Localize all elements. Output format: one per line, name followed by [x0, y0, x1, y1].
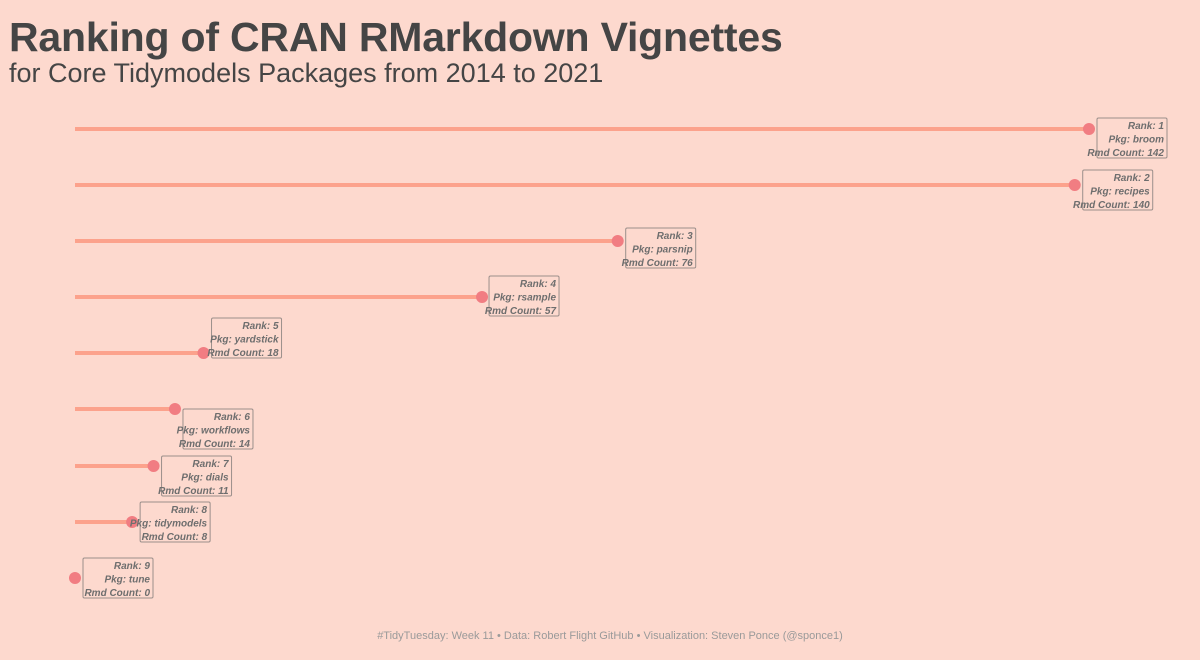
- lollipop-point: [611, 235, 624, 247]
- lollipop-point: [126, 516, 139, 528]
- lollipop-point: [168, 403, 181, 415]
- data-label-pkg: Pkg: recipes: [1090, 187, 1150, 198]
- data-label-pkg: Pkg: broom: [1108, 135, 1164, 146]
- data-label-count: Rmd Count: 14: [179, 439, 251, 450]
- data-label-box: [139, 501, 211, 543]
- data-label-box: [488, 275, 560, 317]
- data-label-box: [161, 455, 233, 497]
- data-label-count: Rmd Count: 142: [1087, 148, 1164, 159]
- data-label-box: [211, 317, 283, 359]
- chart-subtitle: for Core Tidymodels Packages from 2014 t…: [9, 58, 604, 88]
- data-label-count: Rmd Count: 0: [84, 588, 150, 599]
- data-label-pkg: Pkg: workflows: [177, 426, 251, 437]
- data-label-rank: Rank: 2: [1114, 173, 1151, 184]
- data-label-rank: Rank: 9: [114, 561, 151, 572]
- lollipop-point: [147, 460, 160, 472]
- lollipop-point: [1068, 179, 1081, 191]
- data-label-rank: Rank: 5: [242, 321, 279, 332]
- data-label: Rank: 3 Pkg: parsnip Rmd Count: 76: [622, 227, 697, 269]
- data-label-count: Rmd Count: 76: [622, 258, 694, 269]
- data-label: Rank: 9 Pkg: tune Rmd Count: 0: [82, 557, 154, 599]
- chart-caption: #TidyTuesday: Week 11 • Data: Robert Fli…: [377, 630, 843, 642]
- data-label-rank: Rank: 6: [214, 412, 251, 423]
- lollipop-chart: Rank: 1 Pkg: broom Rmd Count: 142 Rank: 2 Pk…: [69, 117, 1168, 599]
- data-label: Rank: 7 Pkg: dials Rmd Count: 11: [158, 455, 233, 497]
- data-label: Rank: 6 Pkg: workflows Rmd Count: 14: [177, 408, 254, 450]
- lollipop-point: [476, 291, 489, 303]
- data-label-pkg: Pkg: dials: [181, 473, 229, 484]
- data-label-rank: Rank: 1: [1128, 121, 1165, 132]
- data-label-box: [1096, 117, 1168, 159]
- data-label-pkg: Pkg: rsample: [493, 293, 556, 304]
- data-label: Rank: 2 Pkg: recipes Rmd Count: 140: [1073, 169, 1154, 211]
- data-label: Rank: 4 Pkg: rsample Rmd Count: 57: [485, 275, 560, 317]
- data-label-box: [1082, 169, 1154, 211]
- data-label: Rank: 8 Pkg: tidymodels Rmd Count: 8: [130, 501, 211, 543]
- data-label-count: Rmd Count: 57: [485, 306, 557, 317]
- lollipop-point: [1083, 123, 1095, 135]
- data-label-count: Rmd Count: 8: [142, 532, 208, 543]
- data-label: Rank: 5 Pkg: yardstick Rmd Count: 18: [207, 317, 283, 359]
- data-label-rank: Rank: 4: [520, 279, 557, 290]
- data-label-pkg: Pkg: tune: [104, 575, 150, 586]
- data-label-rank: Rank: 8: [171, 505, 208, 516]
- data-label-count: Rmd Count: 18: [207, 348, 279, 359]
- data-label-pkg: Pkg: tidymodels: [130, 519, 208, 530]
- data-label-box: [82, 557, 154, 599]
- data-label: Rank: 1 Pkg: broom Rmd Count: 142: [1087, 117, 1168, 159]
- data-label-count: Rmd Count: 11: [158, 486, 229, 497]
- data-label-rank: Rank: 3: [657, 231, 694, 242]
- data-label-count: Rmd Count: 140: [1073, 200, 1150, 211]
- chart-title: Ranking of CRAN RMarkdown Vignettes: [9, 14, 783, 60]
- lollipop-point: [69, 572, 81, 584]
- lollipop-point: [197, 347, 210, 359]
- data-label-box: [625, 227, 697, 269]
- data-label-pkg: Pkg: parsnip: [632, 245, 693, 256]
- data-label-pkg: Pkg: yardstick: [210, 335, 279, 346]
- data-label-rank: Rank: 7: [192, 459, 229, 470]
- data-label-box: [182, 408, 254, 450]
